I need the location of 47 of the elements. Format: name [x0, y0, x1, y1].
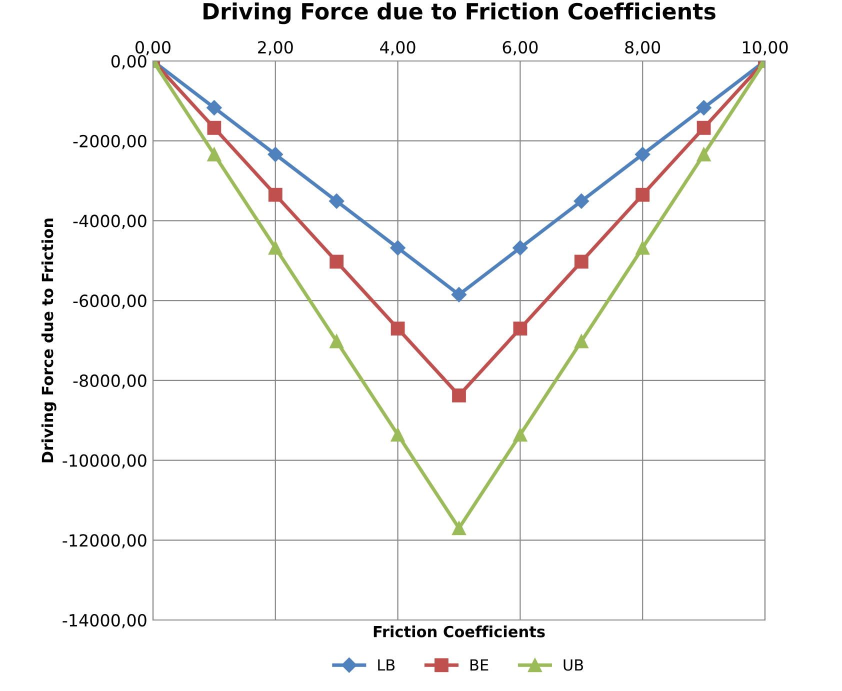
y-tick-label: -12000,00	[62, 534, 146, 548]
y-tick-label: 0,00	[111, 54, 146, 70]
point	[268, 188, 282, 202]
y-axis-title: Driving Force due to Friction	[41, 218, 56, 462]
y-tick-label: -2000,00	[73, 134, 146, 150]
x-axis-title: Friction Coefficients	[374, 626, 545, 638]
x-tick-label: 8,00	[625, 40, 660, 56]
point	[268, 146, 283, 162]
point	[330, 254, 344, 269]
point	[330, 334, 344, 348]
point	[390, 240, 406, 256]
point	[207, 120, 222, 135]
y-tick-label: -14000,00	[62, 614, 146, 628]
x-tick-label: 10,00	[742, 40, 788, 56]
point	[513, 322, 528, 336]
point	[207, 147, 222, 162]
point	[512, 240, 528, 256]
x-tick-label: 0,00	[136, 40, 170, 56]
point	[513, 428, 528, 442]
point	[696, 120, 711, 135]
point	[574, 254, 588, 269]
point	[635, 146, 650, 162]
point	[390, 322, 405, 336]
y-tick-label: -4000,00	[73, 214, 146, 229]
y-tick-label: -10000,00	[62, 454, 146, 469]
chart-title: Driving Force due to Friction Coefficients	[204, 2, 716, 24]
point	[452, 521, 466, 536]
point	[206, 100, 222, 116]
legend-label: LB	[378, 659, 395, 671]
point	[268, 240, 282, 255]
point	[451, 287, 467, 302]
point	[636, 188, 650, 202]
point	[390, 428, 405, 442]
point	[696, 100, 712, 116]
y-tick-label: -8000,00	[73, 374, 146, 389]
x-tick-label: 6,00	[502, 40, 538, 56]
x-tick-label: 4,00	[380, 40, 416, 56]
point	[329, 194, 344, 209]
point	[574, 194, 589, 209]
point	[636, 240, 650, 255]
point	[452, 388, 466, 402]
legend-label: BE	[470, 659, 488, 671]
legend-label: UB	[564, 659, 584, 671]
y-tick-label: -6000,00	[73, 294, 146, 309]
point	[574, 334, 588, 348]
x-tick-label: 2,00	[258, 40, 293, 56]
point	[696, 147, 711, 162]
